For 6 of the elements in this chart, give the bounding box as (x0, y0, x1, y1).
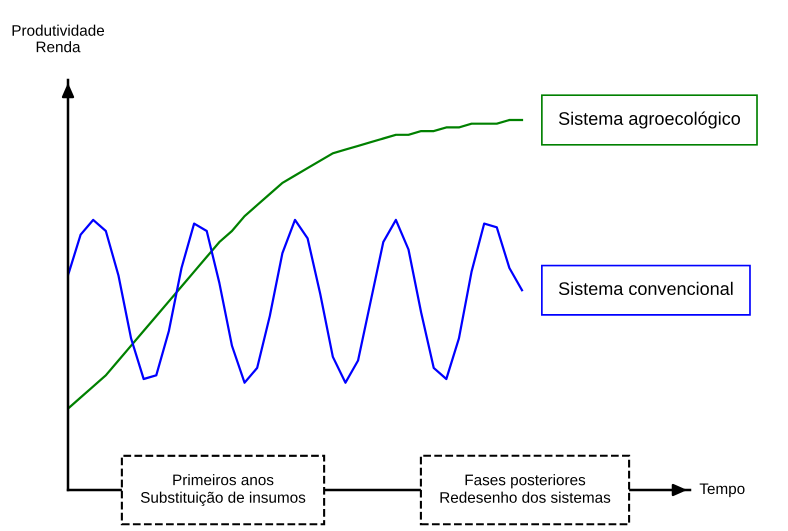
text: Tempo (700, 483, 745, 498)
text: Sistema agroecológico (558, 111, 740, 129)
annotation: Primeiros anos Substituição de insumos (140, 474, 306, 506)
y-axis-title: Produtividade Renda (12, 24, 104, 52)
annotation: Fases posteriores Redesenho dos sistemas (440, 474, 610, 503)
text: Sistema convencional (558, 282, 733, 296)
